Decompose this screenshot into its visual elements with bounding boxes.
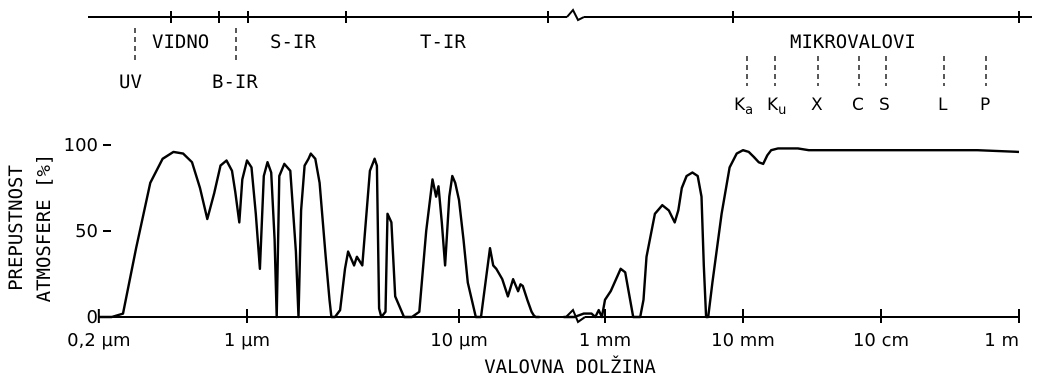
- y-tick-label: 100: [64, 135, 98, 156]
- top-bar-break: [566, 8, 585, 22]
- x-tick-label: 10 µm: [430, 330, 488, 351]
- band-label-t-ir: T-IR: [420, 31, 466, 53]
- x-tick-label: 10 mm: [711, 330, 775, 351]
- band-letter-ka: Ka: [734, 95, 753, 118]
- x-tick-label: 1 m: [984, 330, 1019, 351]
- band-letter-x: X: [811, 95, 823, 115]
- transmission-line-optical-ir: [98, 150, 540, 319]
- band-separators: [134, 28, 987, 86]
- x-tick-label: 0,2 µm: [67, 330, 130, 351]
- band-letter-s: S: [879, 95, 890, 115]
- x-tick-group: 0,2 µm 1 µm 10 µm 1 mm 10 mm 10 cm 1 m: [67, 309, 1020, 351]
- x-tick-label: 1 mm: [579, 330, 631, 351]
- band-letter-c: C: [852, 95, 864, 115]
- band-letter-ku: Ku: [767, 95, 786, 118]
- y-tick-label: 0: [87, 307, 98, 328]
- y-axis: 0 50 100: [64, 135, 111, 328]
- x-tick-label: 10 cm: [853, 330, 909, 351]
- band-label-uv: UV: [119, 71, 142, 93]
- y-axis-label-line1: PREPUSTNOST: [5, 165, 27, 291]
- band-letter-p: P: [980, 95, 990, 115]
- y-tick-label: 50: [75, 221, 98, 242]
- band-label-s-ir: S-IR: [270, 31, 316, 53]
- x-tick-label: 1 µm: [224, 330, 270, 351]
- band-letter-l: L: [938, 95, 948, 115]
- band-label-mikrovalovi: MIKROVALOVI: [790, 31, 916, 53]
- transmission-line-radio: [563, 147, 1020, 319]
- x-axis: [105, 308, 1020, 324]
- x-axis-label: VALOVNA DOLŽINA: [484, 355, 656, 378]
- band-label-b-ir: B-IR: [212, 71, 258, 93]
- top-wavelength-bar: [88, 8, 1032, 23]
- y-axis-label-line2: ATMOSFERE [%]: [33, 154, 55, 303]
- band-label-vidno: VIDNO: [152, 31, 209, 53]
